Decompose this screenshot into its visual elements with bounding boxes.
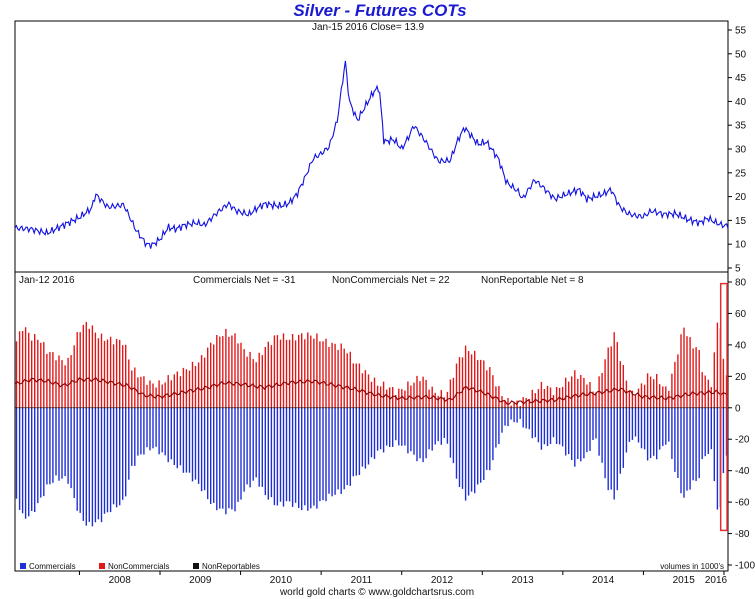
cot-tick-label: -40 — [735, 466, 750, 477]
nonreportable-net-label: NonReportable Net = 8 — [481, 275, 584, 286]
cot-tick-label: -60 — [735, 498, 750, 509]
x-tick-label: 2014 — [592, 575, 615, 586]
x-tick-label: 2008 — [109, 575, 132, 586]
net-line — [14, 376, 729, 405]
highlight-box — [719, 282, 728, 532]
cot-tick-label: 40 — [735, 340, 747, 351]
legend-swatch-nonreportables — [193, 563, 199, 569]
x-tick-label: 2009 — [189, 575, 212, 586]
legend: Commercials NonCommercials NonReportable… — [20, 562, 260, 571]
cot-tick-label: 60 — [735, 309, 747, 320]
net-position-line — [14, 376, 729, 405]
cot-tick-label: 80 — [735, 278, 747, 289]
price-tick-label: 10 — [735, 240, 747, 251]
cot-tick-label: -80 — [735, 529, 750, 540]
price-tick-label: 15 — [735, 216, 747, 227]
x-axis: 2008 2009 2010 2011 2012 2013 2014 2015 2016 — [15, 570, 728, 586]
footer-credit: world gold charts © www.goldchartsrus.co… — [279, 587, 474, 598]
price-subtitle: Jan-15 2016 Close= 13.9 — [312, 22, 424, 33]
price-line — [14, 60, 729, 249]
x-tick-label: 2013 — [511, 575, 534, 586]
cot-tick-label: -100 — [735, 561, 755, 572]
x-tick-label: 2016 — [705, 575, 728, 586]
price-tick-label: 55 — [735, 26, 747, 37]
chart-title: Silver - Futures COTs — [293, 1, 466, 20]
legend-nonreportables: NonReportables — [202, 562, 260, 571]
cot-y-axis: -100 -80 -60 -40 -20 0 20 40 60 80 — [728, 278, 755, 572]
volume-note: volumes in 1000's — [660, 562, 724, 571]
price-tick-label: 35 — [735, 121, 747, 132]
price-tick-label: 5 — [735, 264, 741, 275]
noncommercials-net-label: NonCommercials Net = 22 — [332, 275, 450, 286]
x-tick-label: 2015 — [673, 575, 696, 586]
cot-tick-label: -20 — [735, 435, 750, 446]
price-series — [14, 60, 729, 249]
price-tick-label: 30 — [735, 145, 747, 156]
latest-data-highlight — [719, 282, 728, 532]
x-tick-label: 2010 — [270, 575, 293, 586]
x-tick-label: 2011 — [351, 575, 373, 586]
price-y-axis: 5 10 15 20 25 30 35 40 45 50 55 — [728, 26, 747, 275]
x-tick-label: 2012 — [431, 575, 454, 586]
price-tick-label: 20 — [735, 192, 747, 203]
legend-swatch-commercials — [20, 563, 26, 569]
cot-date-label: Jan-12 2016 — [19, 275, 75, 286]
price-panel-frame — [14, 20, 729, 273]
price-tick-label: 50 — [735, 49, 747, 60]
cot-tick-label: 20 — [735, 372, 747, 383]
legend-swatch-noncommercials — [99, 563, 105, 569]
price-tick-label: 40 — [735, 97, 747, 108]
cot-tick-label: 0 — [735, 403, 741, 414]
price-tick-label: 25 — [735, 168, 747, 179]
cot-bars — [15, 321, 728, 527]
legend-commercials: Commercials — [29, 562, 76, 571]
commercials-net-label: Commercials Net = -31 — [193, 275, 296, 286]
price-tick-label: 45 — [735, 73, 747, 84]
legend-noncommercials: NonCommercials — [108, 562, 169, 571]
